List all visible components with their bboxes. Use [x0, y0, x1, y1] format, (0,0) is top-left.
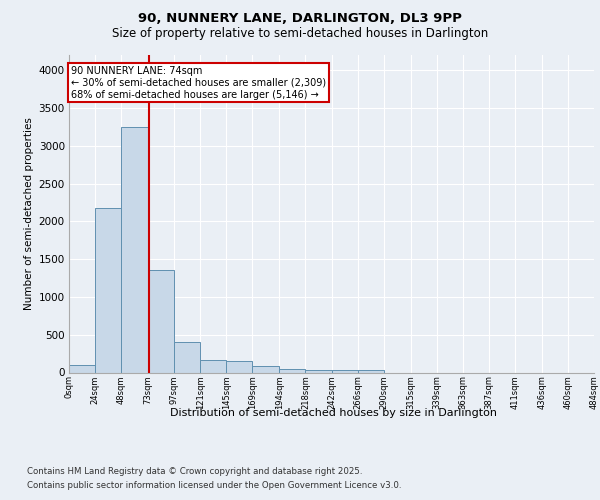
Text: 90 NUNNERY LANE: 74sqm
← 30% of semi-detached houses are smaller (2,309)
68% of : 90 NUNNERY LANE: 74sqm ← 30% of semi-det… [71, 66, 326, 100]
Bar [121, 127, 148, 372]
Text: Distribution of semi-detached houses by size in Darlington: Distribution of semi-detached houses by … [170, 408, 497, 418]
Bar [148, 270, 174, 372]
Text: Contains HM Land Registry data © Crown copyright and database right 2025.: Contains HM Land Registry data © Crown c… [27, 468, 362, 476]
Text: Size of property relative to semi-detached houses in Darlington: Size of property relative to semi-detach… [112, 28, 488, 40]
Y-axis label: Number of semi-detached properties: Number of semi-detached properties [25, 118, 34, 310]
Bar [174, 342, 200, 372]
Bar [358, 370, 383, 372]
Text: Contains public sector information licensed under the Open Government Licence v3: Contains public sector information licen… [27, 481, 401, 490]
Bar [226, 361, 253, 372]
Bar [253, 366, 280, 372]
Bar [280, 368, 305, 372]
Bar [331, 370, 358, 372]
Bar [200, 360, 226, 372]
Bar [305, 370, 332, 372]
Bar [69, 365, 95, 372]
Text: 90, NUNNERY LANE, DARLINGTON, DL3 9PP: 90, NUNNERY LANE, DARLINGTON, DL3 9PP [138, 12, 462, 26]
Bar [95, 208, 121, 372]
